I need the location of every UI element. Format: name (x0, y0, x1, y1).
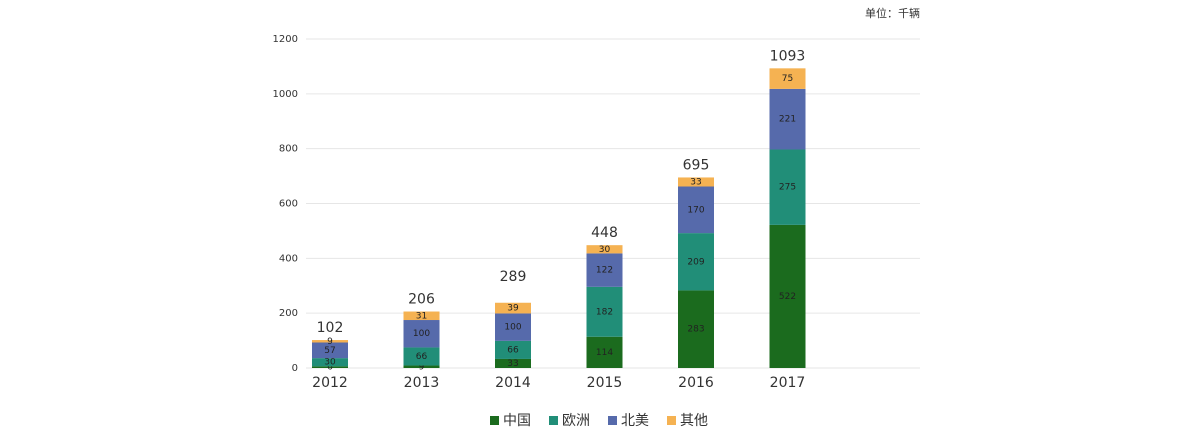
segment-label: 31 (416, 311, 427, 321)
x-tick-label: 2013 (404, 375, 440, 391)
bar-segment (312, 366, 348, 368)
bar-segment (678, 233, 714, 291)
segment-label: 114 (596, 348, 613, 358)
segment-label: 221 (779, 115, 796, 125)
unit-note: 单位：千辆 (865, 6, 920, 20)
segment-label: 9 (419, 362, 425, 372)
segment-label: 275 (779, 183, 796, 193)
y-tick-label: 800 (279, 144, 298, 155)
segment-label: 33 (690, 177, 701, 187)
segment-label: 122 (596, 266, 613, 276)
legend-swatch (608, 416, 617, 425)
bar-segment (312, 342, 348, 359)
bar-segment (495, 302, 531, 314)
bar-segment (769, 224, 806, 368)
y-tick-label: 200 (279, 308, 298, 319)
bar-segment (769, 149, 806, 225)
segment-label: 170 (687, 205, 704, 215)
y-tick-label: 400 (279, 253, 298, 264)
bar-segment (403, 365, 440, 368)
x-tick-label: 2014 (495, 375, 531, 391)
bar-segment (495, 313, 531, 341)
bar-segment (403, 347, 440, 366)
legend-label: 其他 (680, 413, 708, 429)
y-tick-label: 600 (279, 199, 298, 210)
segment-label: 9 (327, 337, 333, 347)
total-label: 289 (500, 269, 527, 285)
segment-label: 66 (507, 345, 519, 355)
bar-segment (586, 336, 623, 368)
x-tick-label: 2015 (587, 375, 623, 391)
segment-label: 75 (782, 74, 793, 84)
x-tick-label: 2017 (770, 375, 806, 391)
bar-segment (403, 311, 440, 321)
legend-swatch (490, 416, 499, 425)
total-label: 695 (683, 157, 710, 173)
bar-segment (312, 358, 348, 367)
bar-segment (586, 253, 623, 287)
legend-label: 中国 (503, 413, 531, 429)
total-label: 448 (591, 225, 618, 241)
segment-label: 522 (779, 292, 796, 302)
segment-label: 182 (596, 307, 613, 317)
bar-segment (403, 320, 440, 348)
total-label: 1093 (770, 48, 806, 64)
bar-segment (312, 340, 348, 343)
bar-segment (678, 186, 714, 234)
x-tick-label: 2016 (678, 375, 714, 391)
bar-segment (678, 177, 714, 187)
bar-segment (495, 340, 531, 359)
segment-label: 30 (324, 358, 336, 368)
bar-segment (586, 286, 623, 337)
legend-swatch (667, 416, 676, 425)
segment-label: 209 (687, 257, 704, 267)
segment-label: 6 (327, 363, 333, 373)
bar-segment (769, 88, 806, 150)
total-label: 102 (317, 320, 344, 336)
bar-segment (678, 290, 714, 368)
total-label: 206 (408, 292, 435, 308)
segment-label: 39 (507, 304, 519, 314)
segment-label: 57 (324, 346, 335, 356)
y-tick-label: 0 (292, 363, 298, 374)
segment-label: 283 (687, 325, 704, 335)
bar-segment (495, 358, 531, 368)
segment-label: 100 (413, 329, 430, 339)
segment-label: 30 (599, 245, 611, 255)
bar-segment (769, 68, 806, 89)
y-tick-label: 1000 (273, 89, 298, 100)
legend-label: 北美 (621, 413, 649, 429)
segment-label: 100 (504, 323, 521, 333)
legend-label: 欧洲 (562, 413, 590, 429)
bar-segment (586, 245, 623, 254)
y-tick-label: 1200 (273, 34, 298, 45)
legend-swatch (549, 416, 558, 425)
x-tick-label: 2012 (312, 375, 348, 391)
segment-label: 66 (416, 352, 428, 362)
segment-label: 33 (507, 359, 518, 369)
